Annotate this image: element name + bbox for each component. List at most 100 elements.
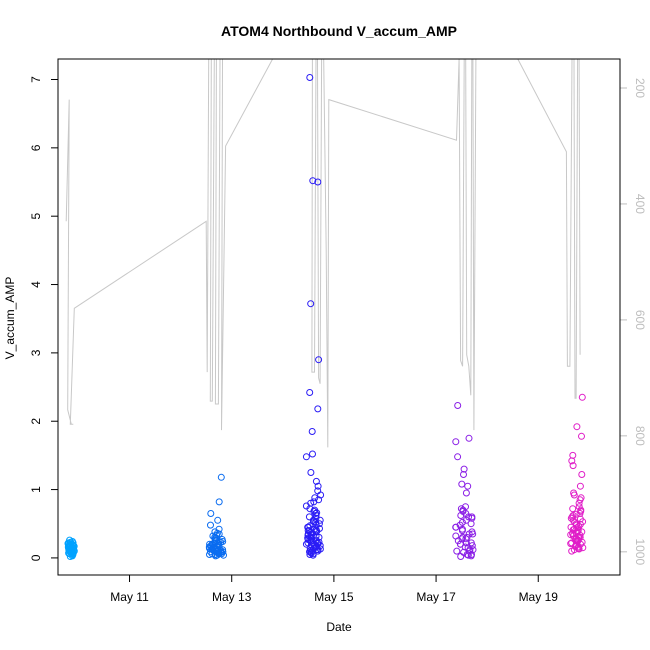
data-point xyxy=(465,434,473,442)
data-point xyxy=(315,356,323,364)
data-point xyxy=(464,482,472,490)
data-point xyxy=(218,550,226,558)
data-point xyxy=(314,540,322,548)
data-point xyxy=(313,509,321,517)
data-point xyxy=(568,457,576,465)
data-point xyxy=(305,513,313,521)
plot-frame xyxy=(57,58,621,576)
data-point xyxy=(311,494,319,502)
data-point xyxy=(569,530,577,538)
data-point xyxy=(314,178,322,186)
data-point xyxy=(578,393,586,401)
data-point xyxy=(308,428,316,435)
y2-tick-label: 800 xyxy=(633,426,647,446)
y-tick-label: 3 xyxy=(29,349,43,356)
data-point xyxy=(307,469,315,476)
data-point xyxy=(69,544,77,552)
data-point xyxy=(219,546,227,554)
data-point xyxy=(309,450,316,458)
data-point xyxy=(467,520,475,528)
data-point xyxy=(312,526,320,534)
data-point xyxy=(208,540,216,548)
y-tick-label: 6 xyxy=(29,144,43,151)
data-point xyxy=(578,471,586,478)
data-point xyxy=(468,551,475,558)
data-point xyxy=(453,547,461,555)
data-point xyxy=(70,542,78,550)
data-point xyxy=(465,513,473,521)
data-point xyxy=(66,553,74,560)
data-point xyxy=(309,177,317,185)
y-tick-label: 0 xyxy=(29,554,43,561)
data-point xyxy=(67,547,75,555)
data-point xyxy=(458,480,466,488)
data-point xyxy=(469,546,477,554)
y2-tick-label: 400 xyxy=(633,194,647,214)
y-tick-label: 1 xyxy=(29,486,43,493)
data-point xyxy=(314,405,322,413)
data-point xyxy=(578,432,585,440)
y2-tick-label: 600 xyxy=(633,310,647,330)
data-point xyxy=(576,482,584,490)
data-point xyxy=(452,523,460,531)
secondary-series-line xyxy=(65,59,581,448)
x-tick-label: May 17 xyxy=(416,590,456,604)
data-point xyxy=(575,545,583,553)
data-point xyxy=(215,538,223,545)
data-point xyxy=(312,536,320,544)
data-point xyxy=(207,510,215,517)
data-point xyxy=(458,527,466,535)
y-axis-label: V_accum_AMP xyxy=(3,277,17,360)
data-point xyxy=(462,489,470,497)
y-tick-label: 7 xyxy=(29,76,43,83)
data-point xyxy=(454,402,462,409)
data-point xyxy=(462,535,470,543)
data-point xyxy=(575,533,583,541)
x-tick-label: May 13 xyxy=(212,590,252,604)
data-point xyxy=(314,482,322,490)
data-point xyxy=(217,473,225,481)
data-point xyxy=(306,522,314,530)
y2-tick-label: 1000 xyxy=(633,538,647,565)
data-point xyxy=(207,521,214,529)
data-point xyxy=(457,512,465,519)
data-point xyxy=(575,523,583,530)
data-point xyxy=(310,498,318,506)
data-point xyxy=(568,547,576,555)
points-layer xyxy=(64,74,587,560)
y2-tick-label: 200 xyxy=(633,78,647,98)
data-point xyxy=(575,503,583,511)
data-point xyxy=(464,551,472,559)
data-point xyxy=(579,518,587,526)
data-point xyxy=(207,548,214,556)
data-point xyxy=(454,453,462,461)
data-point xyxy=(302,453,310,461)
data-point xyxy=(312,477,320,485)
data-point xyxy=(575,499,583,507)
data-point xyxy=(460,471,467,478)
data-point xyxy=(452,438,460,446)
data-point xyxy=(306,546,314,554)
data-point xyxy=(573,423,581,431)
data-point xyxy=(213,529,221,537)
data-point xyxy=(463,533,471,541)
x-tick-label: May 11 xyxy=(110,590,149,604)
data-point xyxy=(469,530,477,538)
data-point xyxy=(214,516,222,524)
data-point xyxy=(569,462,577,470)
data-point xyxy=(578,538,586,546)
data-point xyxy=(310,518,318,526)
data-point xyxy=(457,553,465,560)
x-tick-label: May 19 xyxy=(519,590,559,604)
data-point xyxy=(569,505,577,513)
chart-title: ATOM4 Northbound V_accum_AMP xyxy=(221,23,457,39)
data-point xyxy=(306,548,313,556)
x-tick-label: May 15 xyxy=(314,590,354,604)
y-tick-label: 4 xyxy=(29,281,43,288)
data-point xyxy=(215,542,223,550)
data-point xyxy=(306,544,314,552)
data-point xyxy=(316,516,324,524)
data-point xyxy=(572,510,580,518)
data-point xyxy=(460,465,468,473)
